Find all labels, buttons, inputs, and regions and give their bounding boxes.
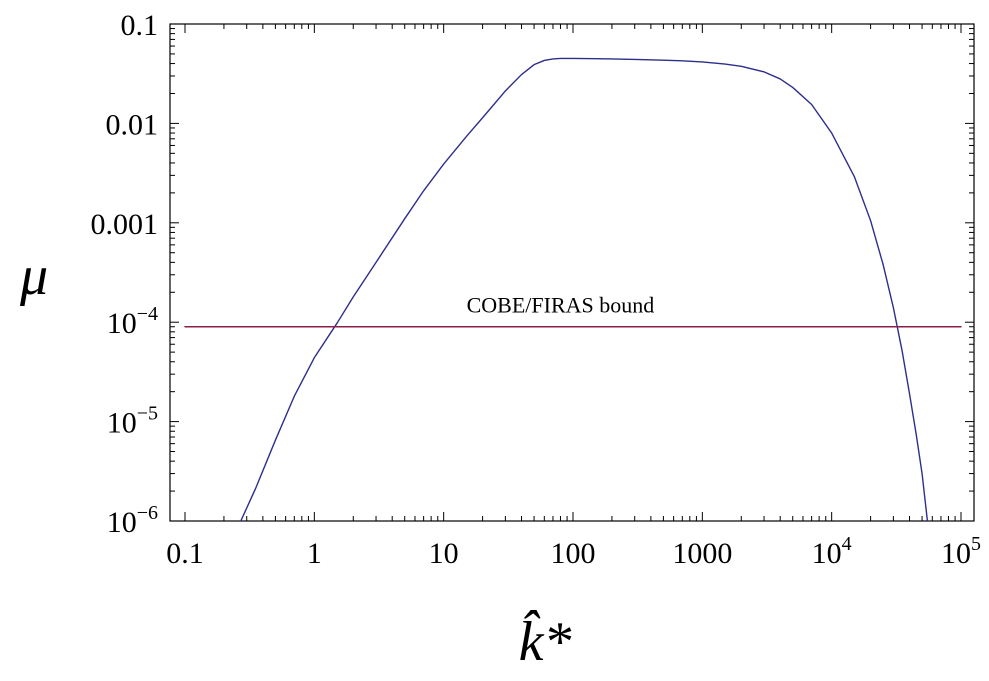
x-tick-label: 105 [941,533,981,570]
x-tick-label: 100 [551,537,596,570]
y-tick-label: 10−6 [107,502,158,539]
x-tick-label: 10 [429,537,459,570]
y-tick-labels: 0.1 0.01 0.001 10−4 10−5 10−6 [91,9,159,539]
y-tick-label: 0.01 [106,108,159,141]
minor-ticks [170,24,974,521]
x-tick-label: 104 [812,533,852,570]
mu-curve [240,57,929,521]
cobe-firas-bound-label: COBE/FIRAS bound [467,293,655,318]
y-tick-label: 0.1 [121,9,159,42]
x-tick-label: 1000 [672,537,732,570]
major-ticks [170,23,974,522]
x-tick-label: 1 [307,537,322,570]
annotation-layer: COBE/FIRAS bound [467,293,655,318]
y-tick-label: 10−5 [107,403,158,440]
x-tick-label: 0.1 [166,537,204,570]
x-tick-labels: 0.1 1 10 100 1000 104 105 [166,533,981,570]
y-tick-label: 10−4 [107,303,158,340]
plot-frame [169,23,975,522]
y-axis-title: μ [19,245,48,307]
y-tick-label: 0.001 [91,208,159,241]
series-layer [184,57,962,521]
x-axis-title: k̂* [519,609,572,673]
